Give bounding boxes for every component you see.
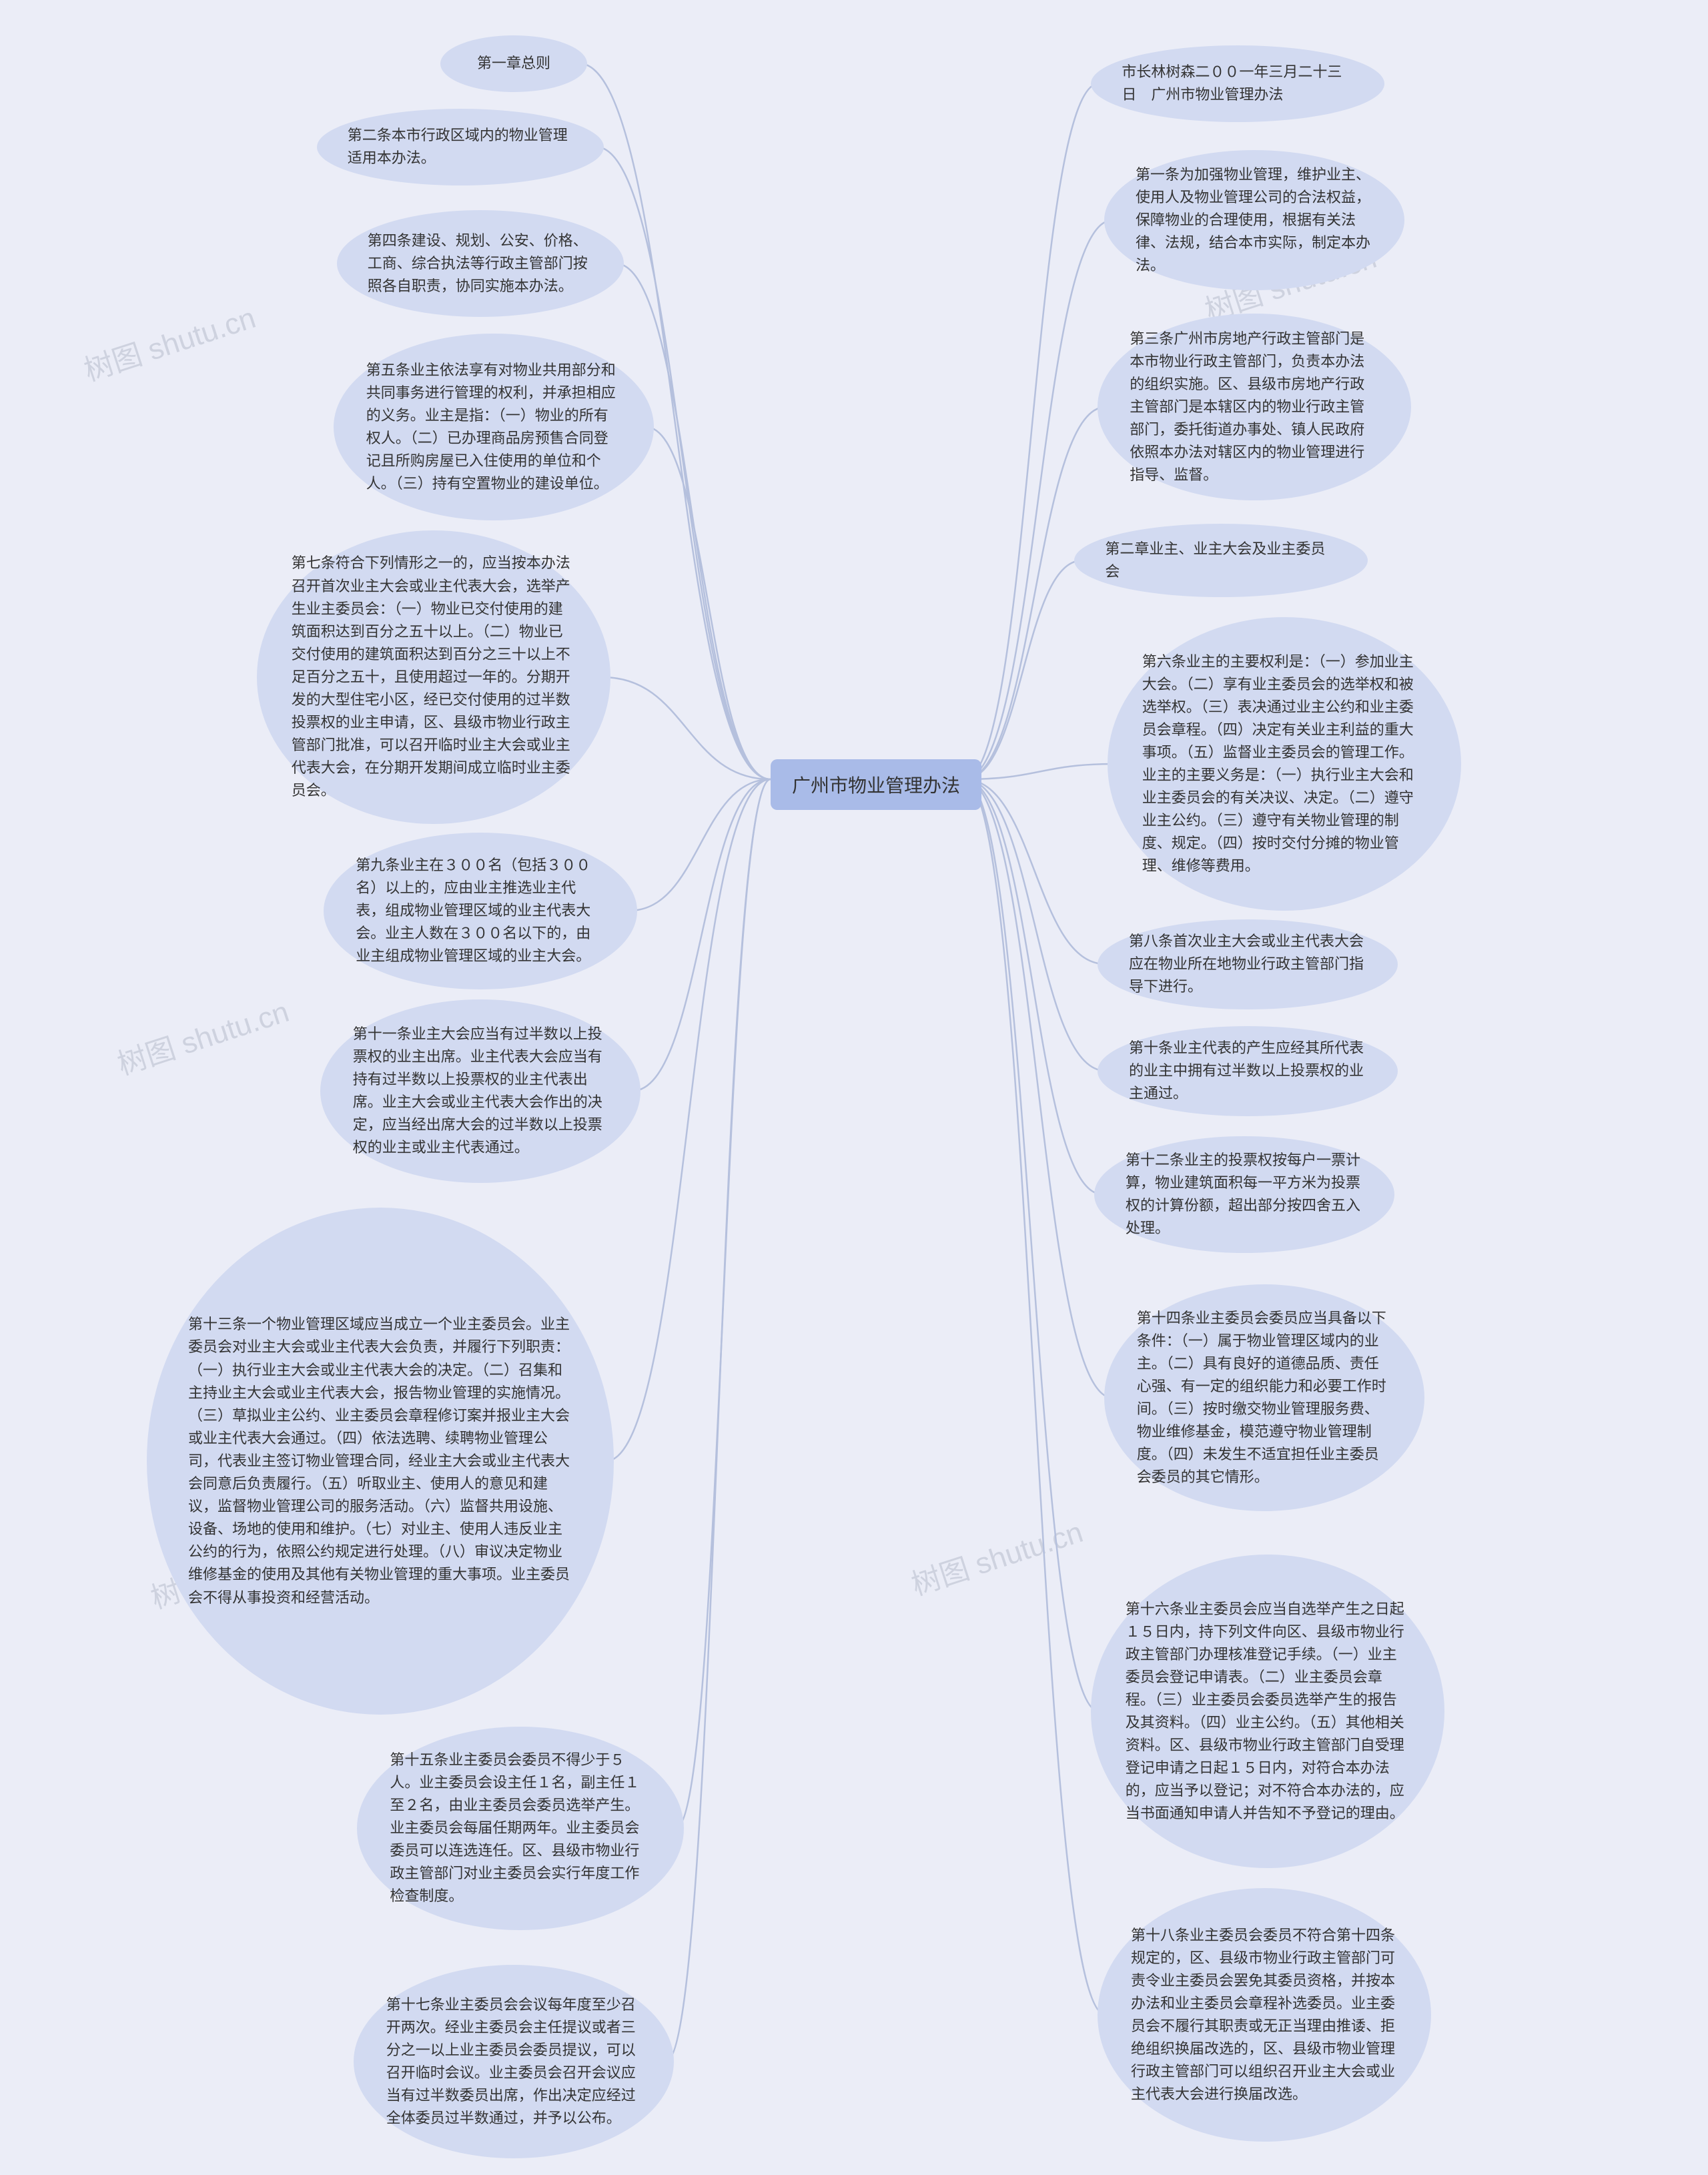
node-text: 第十条业主代表的产生应经其所代表的业主中拥有过半数以上投票权的业主通过。 [1116, 1023, 1380, 1118]
connector [964, 83, 1099, 779]
connector [964, 779, 1112, 1398]
mindmap-node: 第二条本市行政区域内的物业管理适用本办法。 [317, 109, 604, 185]
node-text: 第十七条业主委员会会议每年度至少召开两次。经业主委员会主任提议或者三分之一以上业… [373, 1980, 655, 2144]
connector [964, 560, 1082, 779]
connector-lines [0, 0, 1708, 2175]
node-text: 第一条为加强物业管理，维护业主、使用人及物业管理公司的合法权益，保障物业的合理使… [1122, 150, 1386, 290]
mindmap-node: 第十二条业主的投票权按每户一票计算，物业建筑面积每一平方米为投票权的计算份额，超… [1094, 1136, 1394, 1253]
node-text: 市长林树森二００一年三月二十三日 广州市物业管理办法 [1108, 47, 1366, 119]
mindmap-node: 第十三条一个物业管理区域应当成立一个业主委员会。业主委员会对业主大会或业主代表大… [147, 1208, 614, 1715]
mindmap-node: 第十四条业主委员会委员应当具备以下条件：（一）属于物业管理区域内的业主。（二）具… [1104, 1284, 1424, 1511]
mindmap-node: 第五条业主依法享有对物业共用部分和共同事务进行管理的权利，并承担相应的义务。业主… [334, 334, 654, 520]
mindmap-node: 第三条广州市房地产行政主管部门是本市物业行政主管部门，负责本办法的组织实施。区、… [1098, 314, 1411, 500]
mindmap-node: 第二章业主、业主大会及业主委员会 [1074, 524, 1368, 597]
mindmap-node: 第十七条业主委员会会议每年度至少召开两次。经业主委员会主任提议或者三分之一以上业… [354, 1965, 674, 2158]
center-node: 广州市物业管理办法 [771, 759, 981, 810]
mindmap-node: 第十一条业主大会应当有过半数以上投票权的业主出席。业主代表大会应当有持有过半数以… [320, 999, 640, 1183]
node-text: 第十一条业主大会应当有过半数以上投票权的业主出席。业主代表大会应当有持有过半数以… [340, 1009, 621, 1173]
connector [964, 779, 1106, 2015]
mindmap-node: 第一章总则 [440, 35, 587, 92]
mindmap-node: 第八条首次业主大会或业主代表大会应在物业所在地物业行政主管部门指导下进行。 [1098, 919, 1398, 1009]
node-text: 第二章业主、业主大会及业主委员会 [1092, 524, 1350, 596]
node-text: 第四条建设、规划、公安、价格、工商、综合执法等行政主管部门按照各自职责，协同实施… [354, 216, 606, 311]
connector [629, 779, 771, 911]
node-text: 第十五条业主委员会委员不得少于５人。业主委员会设主任１名，副主任１至２名，由业主… [376, 1735, 664, 1921]
node-text: 第三条广州市房地产行政主管部门是本市物业行政主管部门，负责本办法的组织实施。区、… [1116, 314, 1392, 500]
node-text: 第七条符合下列情形之一的，应当按本办法召开首次业主大会或业主代表大会，选举产生业… [278, 538, 589, 815]
connector [964, 220, 1112, 779]
node-text: 第五条业主依法享有对物业共用部分和共同事务进行管理的权利，并承担相应的义务。业主… [353, 346, 634, 509]
node-text: 第十六条业主委员会应当自选举产生之日起１５日内，持下列文件向区、县级市物业行政主… [1112, 1585, 1423, 1839]
center-label: 广州市物业管理办法 [792, 775, 960, 796]
node-text: 第六条业主的主要权利是：（一）参加业主大会。（二）享有业主委员会的选举权和被选举… [1129, 637, 1440, 891]
node-text: 第九条业主在３００名（包括３００名）以上的，应由业主推选业主代表，组成物业管理区… [342, 841, 618, 981]
mindmap-node: 第十六条业主委员会应当自选举产生之日起１５日内，持下列文件向区、县级市物业行政主… [1091, 1555, 1444, 1868]
connector [964, 779, 1106, 964]
node-text: 第八条首次业主大会或业主代表大会应在物业所在地物业行政主管部门指导下进行。 [1116, 917, 1380, 1011]
mindmap-node: 第九条业主在３００名（包括３００名）以上的，应由业主推选业主代表，组成物业管理区… [324, 833, 637, 989]
connector [666, 779, 771, 2062]
node-text: 第十八条业主委员会委员不符合第十四条规定的，区、县级市物业行政主管部门可责令业主… [1118, 1911, 1411, 2120]
node-text: 第二条本市行政区域内的物业管理适用本办法。 [334, 111, 586, 183]
node-text: 第十三条一个物业管理区域应当成立一个业主委员会。业主委员会对业主大会或业主代表大… [175, 1300, 586, 1622]
connector [602, 677, 771, 779]
mindmap-node: 第十五条业主委员会委员不得少于５人。业主委员会设主任１名，副主任１至２名，由业主… [357, 1727, 684, 1930]
mindmap-node: 市长林树森二００一年三月二十三日 广州市物业管理办法 [1091, 45, 1384, 122]
mindmap-node: 第十八条业主委员会委员不符合第十四条规定的，区、县级市物业行政主管部门可责令业主… [1098, 1888, 1431, 2142]
mindmap-node: 第六条业主的主要权利是：（一）参加业主大会。（二）享有业主委员会的选举权和被选举… [1108, 617, 1461, 911]
connector [964, 779, 1099, 1711]
mindmap-node: 第四条建设、规划、公安、价格、工商、综合执法等行政主管部门按照各自职责，协同实施… [337, 210, 624, 317]
mindmap-node: 第七条符合下列情形之一的，应当按本办法召开首次业主大会或业主代表大会，选举产生业… [257, 530, 610, 824]
connector [964, 779, 1102, 1194]
connector [964, 407, 1106, 779]
mindmap-node: 第十条业主代表的产生应经其所代表的业主中拥有过半数以上投票权的业主通过。 [1098, 1026, 1398, 1116]
node-text: 第十四条业主委员会委员应当具备以下条件：（一）属于物业管理区域内的业主。（二）具… [1124, 1294, 1405, 1502]
mindmap-node: 第一条为加强物业管理，维护业主、使用人及物业管理公司的合法权益，保障物业的合理使… [1104, 150, 1404, 290]
connector [632, 779, 771, 1091]
node-text: 第十二条业主的投票权按每户一票计算，物业建筑面积每一平方米为投票权的计算份额，超… [1112, 1136, 1376, 1253]
node-text: 第一章总则 [464, 39, 564, 88]
connector [646, 427, 771, 779]
